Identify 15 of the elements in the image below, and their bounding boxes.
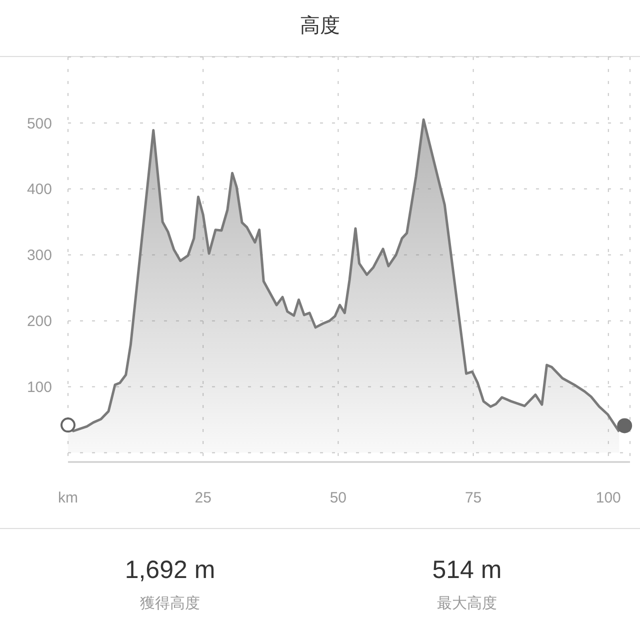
text: 1,692 m <box>124 555 216 586</box>
y-tick-label: 100 <box>26 379 52 396</box>
x-tick-label: 100 <box>596 490 621 507</box>
text: 514 m <box>431 555 503 586</box>
text: 最大高度 <box>436 594 498 614</box>
text: 獲得高度 <box>139 594 201 614</box>
x-tick-label: 25 <box>194 490 212 507</box>
x-tick-label: 75 <box>464 490 482 507</box>
y-tick-label: 300 <box>26 247 52 264</box>
chart-title: 高度 <box>299 14 341 39</box>
y-tick-label: 200 <box>26 313 52 330</box>
x-tick-label: 50 <box>330 490 347 507</box>
y-tick-label: 400 <box>26 181 52 198</box>
x-tick-label: km <box>58 490 78 507</box>
y-tick-label: 500 <box>26 115 52 132</box>
